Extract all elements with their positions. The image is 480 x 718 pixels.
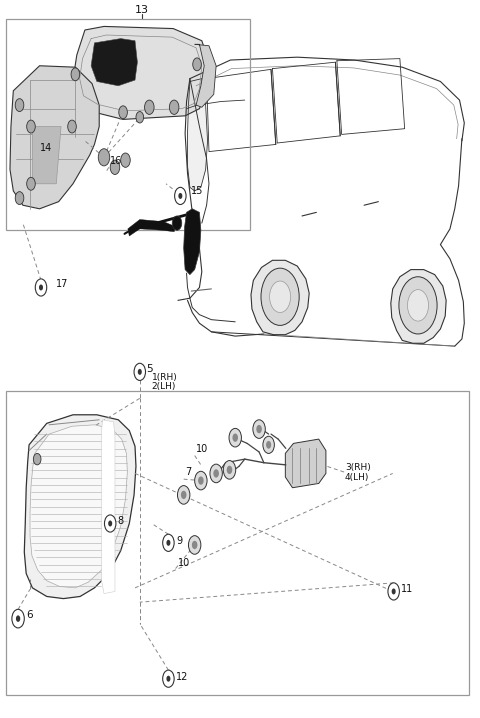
Polygon shape xyxy=(73,27,209,119)
Circle shape xyxy=(110,160,120,174)
Circle shape xyxy=(193,58,201,71)
Circle shape xyxy=(223,460,236,479)
Text: 15: 15 xyxy=(192,186,204,196)
Circle shape xyxy=(34,453,41,465)
Text: 5: 5 xyxy=(146,364,153,374)
Circle shape xyxy=(192,541,197,549)
Circle shape xyxy=(15,192,24,205)
Circle shape xyxy=(256,425,262,433)
Circle shape xyxy=(105,515,116,532)
Circle shape xyxy=(98,149,110,166)
Circle shape xyxy=(120,153,130,167)
Circle shape xyxy=(175,187,186,205)
Polygon shape xyxy=(195,45,216,107)
Text: 2(LH): 2(LH) xyxy=(152,383,176,391)
Circle shape xyxy=(167,676,170,681)
Polygon shape xyxy=(251,261,309,335)
Text: 1(RH): 1(RH) xyxy=(152,373,178,382)
Circle shape xyxy=(169,100,179,114)
Circle shape xyxy=(399,276,437,334)
Text: 4(LH): 4(LH) xyxy=(345,473,370,482)
Circle shape xyxy=(232,434,238,442)
Circle shape xyxy=(108,521,112,526)
Text: 9: 9 xyxy=(176,536,182,546)
Circle shape xyxy=(408,289,429,321)
Circle shape xyxy=(15,98,24,111)
Circle shape xyxy=(39,284,43,291)
Circle shape xyxy=(136,111,144,123)
Text: 7: 7 xyxy=(185,467,192,477)
Circle shape xyxy=(16,615,20,622)
Polygon shape xyxy=(91,39,137,85)
Bar xyxy=(6,391,469,695)
Circle shape xyxy=(229,429,241,447)
Text: 17: 17 xyxy=(56,279,69,289)
Circle shape xyxy=(119,106,127,118)
Circle shape xyxy=(181,490,186,499)
Text: 11: 11 xyxy=(401,584,414,595)
Circle shape xyxy=(163,670,174,687)
Polygon shape xyxy=(188,79,207,191)
Bar xyxy=(6,19,250,230)
Text: 3(RH): 3(RH) xyxy=(345,463,371,472)
Circle shape xyxy=(134,363,145,381)
Polygon shape xyxy=(391,269,446,343)
Text: 8: 8 xyxy=(118,516,124,526)
Polygon shape xyxy=(10,66,99,209)
Text: 12: 12 xyxy=(176,671,189,681)
Circle shape xyxy=(71,68,80,81)
Text: 13: 13 xyxy=(135,5,149,15)
Circle shape xyxy=(189,536,201,554)
Circle shape xyxy=(178,485,190,504)
Circle shape xyxy=(263,437,275,453)
Circle shape xyxy=(138,369,142,375)
Polygon shape xyxy=(285,439,326,488)
Circle shape xyxy=(227,466,232,474)
Circle shape xyxy=(195,471,207,490)
Circle shape xyxy=(210,464,222,482)
Polygon shape xyxy=(184,209,201,274)
Text: 10: 10 xyxy=(178,558,190,568)
Circle shape xyxy=(261,268,299,325)
Circle shape xyxy=(392,589,396,595)
Polygon shape xyxy=(24,415,136,599)
Circle shape xyxy=(68,120,76,133)
Polygon shape xyxy=(30,425,127,588)
Circle shape xyxy=(163,534,174,551)
Text: 16: 16 xyxy=(110,156,122,166)
Circle shape xyxy=(213,470,219,477)
Circle shape xyxy=(12,610,24,628)
Circle shape xyxy=(388,583,399,600)
Circle shape xyxy=(144,100,154,114)
Circle shape xyxy=(167,540,170,546)
Circle shape xyxy=(27,177,35,190)
Circle shape xyxy=(172,216,182,230)
Circle shape xyxy=(253,420,265,439)
Text: 14: 14 xyxy=(39,143,52,153)
Circle shape xyxy=(266,441,271,449)
Circle shape xyxy=(179,193,182,199)
Text: 10: 10 xyxy=(196,444,208,454)
Text: 6: 6 xyxy=(26,610,33,620)
Circle shape xyxy=(270,281,290,312)
Circle shape xyxy=(27,120,35,133)
Circle shape xyxy=(35,279,47,296)
Polygon shape xyxy=(102,420,115,594)
Polygon shape xyxy=(128,220,176,236)
Polygon shape xyxy=(33,126,61,184)
Circle shape xyxy=(198,477,204,485)
